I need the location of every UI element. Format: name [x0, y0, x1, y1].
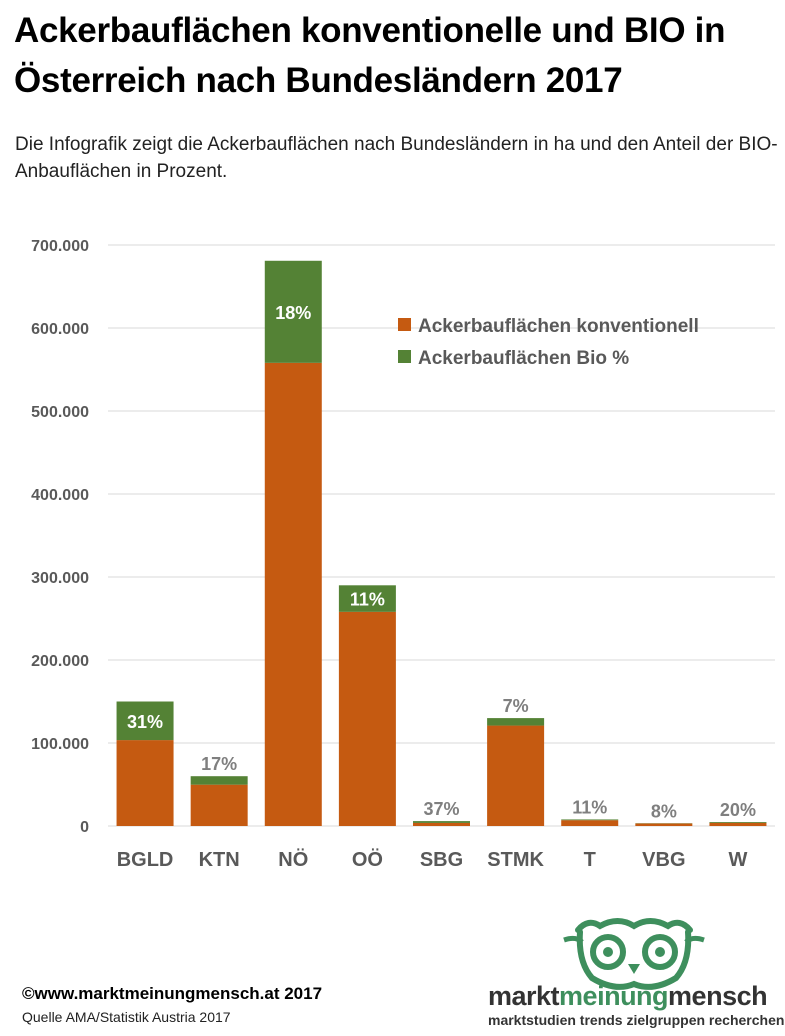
bar-bio-KTN — [190, 776, 248, 785]
bars: 31% 17% 18% 11% 37% 7% 11% 8% 20% — [116, 260, 767, 826]
x-tick-label: NÖ — [278, 848, 308, 871]
bar-bio-T — [561, 819, 619, 821]
x-tick-label: BGLD — [117, 849, 174, 871]
bio-share-label: 20% — [720, 800, 756, 820]
logo-wordmark: marktmeinungmensch — [488, 981, 768, 1011]
x-tick-label: KTN — [199, 849, 240, 871]
owl-logo-icon — [563, 918, 705, 990]
copyright-text: ©www.marktmeinungmensch.at 2017 — [22, 984, 323, 1003]
bio-share-label: 31% — [127, 712, 163, 732]
bar-konventionell-T — [561, 820, 619, 826]
y-tick-label: 700.000 — [31, 238, 89, 255]
source-text: Quelle AMA/Statistik Austria 2017 — [22, 1009, 231, 1025]
chart-title: Ackerbauflächen konventionelle und BIO i… — [14, 11, 726, 100]
x-tick-label: T — [584, 849, 596, 871]
x-tick-label: W — [728, 849, 747, 871]
bar-bio-BGLD — [116, 701, 174, 741]
y-tick-label: 200.000 — [31, 653, 89, 670]
bio-share-label: 37% — [423, 799, 459, 819]
y-tick-label: 500.000 — [31, 404, 89, 421]
bar-konventionell-W — [709, 822, 767, 826]
legend-swatch-bio — [398, 350, 411, 363]
logo-tagline: marktstudien trends zielgruppen recherch… — [488, 1012, 785, 1028]
bar-bio-W — [709, 822, 767, 823]
x-tick-label: STMK — [487, 849, 544, 871]
bar-konventionell-STMK — [487, 725, 545, 826]
legend-swatch-konventionell — [398, 318, 411, 331]
bar-bio-SBG — [413, 821, 470, 823]
bio-share-label: 8% — [651, 801, 677, 821]
bio-share-label: 18% — [275, 303, 311, 323]
y-tick-label: 0 — [80, 819, 89, 836]
bio-share-label: 17% — [201, 754, 237, 774]
bio-share-label: 7% — [503, 696, 529, 716]
bar-bio-NÖ — [264, 260, 322, 363]
legend-label-bio: Ackerbauflächen Bio % — [418, 348, 629, 369]
x-tick-label: OÖ — [352, 848, 383, 871]
chart-subtitle: Die Infografik zeigt die Ackerbauflächen… — [15, 134, 778, 182]
bar-konventionell-SBG — [413, 822, 470, 826]
bar-konventionell-OÖ — [338, 611, 396, 826]
bar-konventionell-NÖ — [264, 362, 322, 826]
y-tick-label: 600.000 — [31, 321, 89, 338]
x-axis: BGLD KTN NÖ OÖ SBG STMK T VBG W — [117, 848, 748, 871]
y-axis: 0 100.000 200.000 300.000 400.000 500.000 600.… — [31, 238, 89, 836]
bio-share-label: 11% — [350, 590, 385, 610]
y-tick-label: 400.000 — [31, 487, 89, 504]
legend: Ackerbauflächen konventionell Ackerbaufl… — [398, 316, 699, 369]
stacked-bar-chart: 0 100.000 200.000 300.000 400.000 500.000 600.… — [31, 238, 775, 871]
bar-bio-STMK — [487, 718, 545, 726]
x-tick-label: SBG — [420, 849, 463, 871]
x-tick-label: VBG — [642, 849, 685, 871]
bio-share-label: 11% — [572, 797, 607, 817]
bar-konventionell-KTN — [190, 784, 248, 826]
y-tick-label: 100.000 — [31, 736, 89, 753]
legend-label-konventionell: Ackerbauflächen konventionell — [418, 316, 699, 337]
bar-konventionell-BGLD — [116, 740, 174, 826]
bar-bio-OÖ — [338, 585, 396, 612]
bar-konventionell-VBG — [635, 823, 693, 826]
y-tick-label: 300.000 — [31, 570, 89, 587]
